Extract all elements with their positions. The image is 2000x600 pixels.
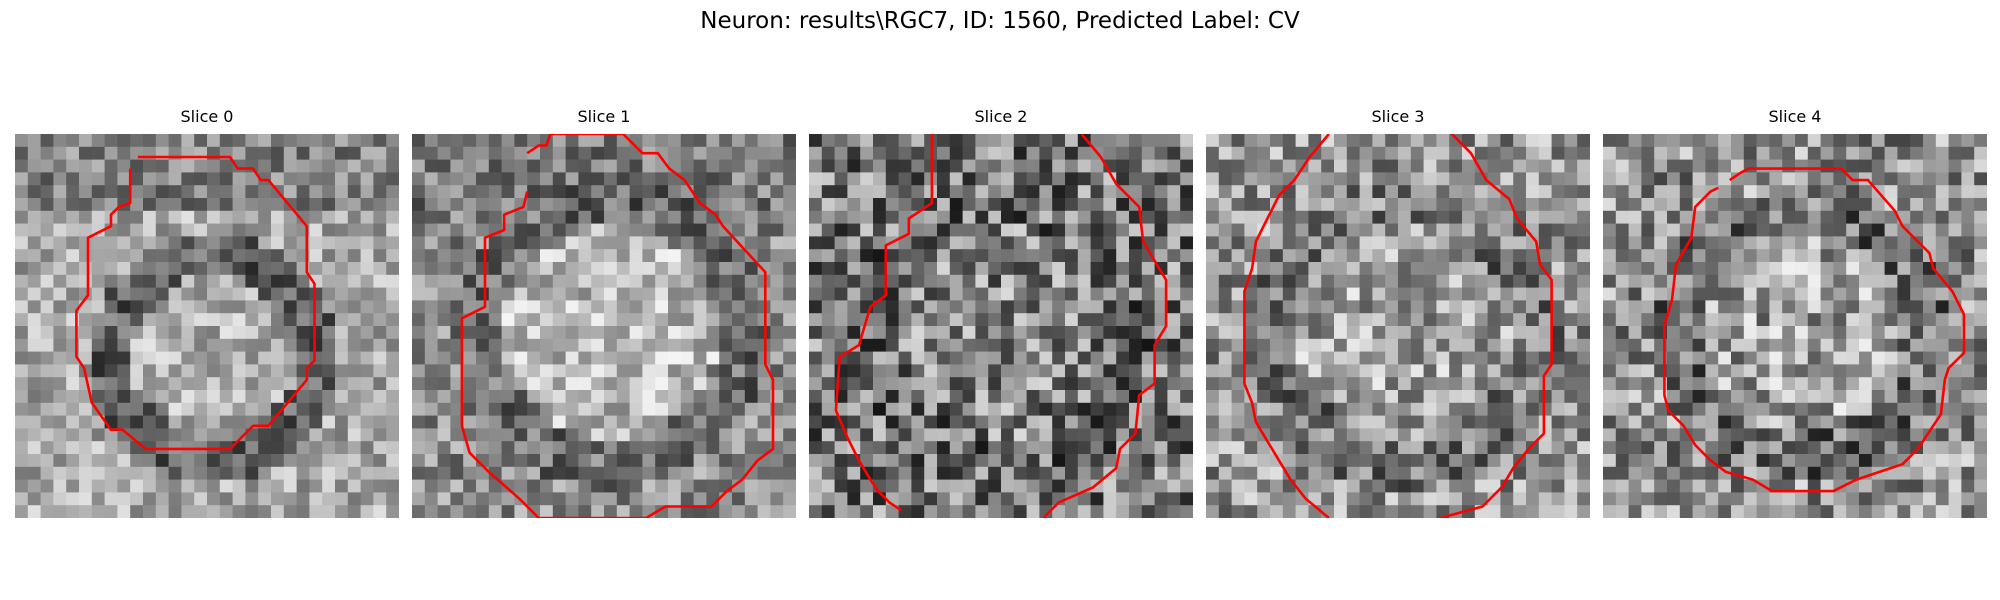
- contour-line: [1439, 134, 1553, 518]
- figure-title: Neuron: results\RGC7, ID: 1560, Predicte…: [700, 8, 1300, 34]
- slice-image: [15, 134, 399, 518]
- pixel-grid: [1603, 134, 1987, 518]
- slice-image: [1603, 134, 1987, 518]
- slice-title: Slice 1: [577, 107, 631, 126]
- slice-image: [1206, 134, 1590, 518]
- pixel-grid: [1206, 134, 1590, 518]
- contour-line: [1243, 134, 1330, 518]
- slice-title: Slice 4: [1768, 107, 1822, 126]
- contour-line: [834, 134, 934, 512]
- pixel-grid: [412, 134, 796, 518]
- contour-line: [460, 134, 775, 518]
- contour-line: [1663, 167, 1966, 493]
- contour-line: [1042, 134, 1168, 518]
- slice-image: [809, 134, 1193, 518]
- contour-line: [75, 155, 316, 451]
- slice-image: [412, 134, 796, 518]
- pixel-grid: [15, 134, 399, 518]
- pixel-grid: [809, 134, 1193, 518]
- slice-title: Slice 3: [1371, 107, 1425, 126]
- slice-title: Slice 0: [180, 107, 234, 126]
- slice-title: Slice 2: [974, 107, 1028, 126]
